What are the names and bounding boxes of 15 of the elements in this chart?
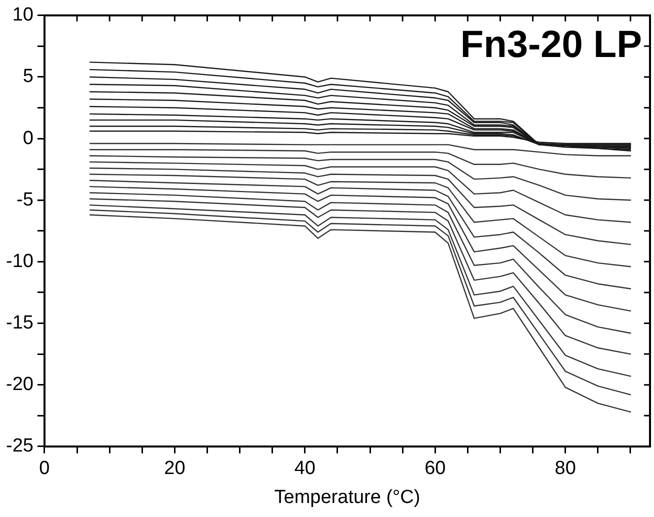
x-axis-title: Temperature (°C) <box>274 486 420 508</box>
y-tick-label: -5 <box>16 189 34 210</box>
y-tick-label: 10 <box>12 4 34 26</box>
y-tick-label: -25 <box>6 436 34 457</box>
y-tick-label: -10 <box>6 250 34 272</box>
y-tick-label: 0 <box>22 128 34 149</box>
annotation: Fn3-20 LP <box>460 24 642 66</box>
y-tick-label: -20 <box>6 374 34 396</box>
x-tick-label: 60 <box>424 458 446 480</box>
x-tick-label: 40 <box>294 458 316 480</box>
y-tick-label: -15 <box>6 312 34 334</box>
x-tick-label: 0 <box>39 458 50 480</box>
x-tick-label: 20 <box>164 458 186 480</box>
x-tick-label: 80 <box>554 458 576 480</box>
y-tick-label: 5 <box>22 66 34 88</box>
